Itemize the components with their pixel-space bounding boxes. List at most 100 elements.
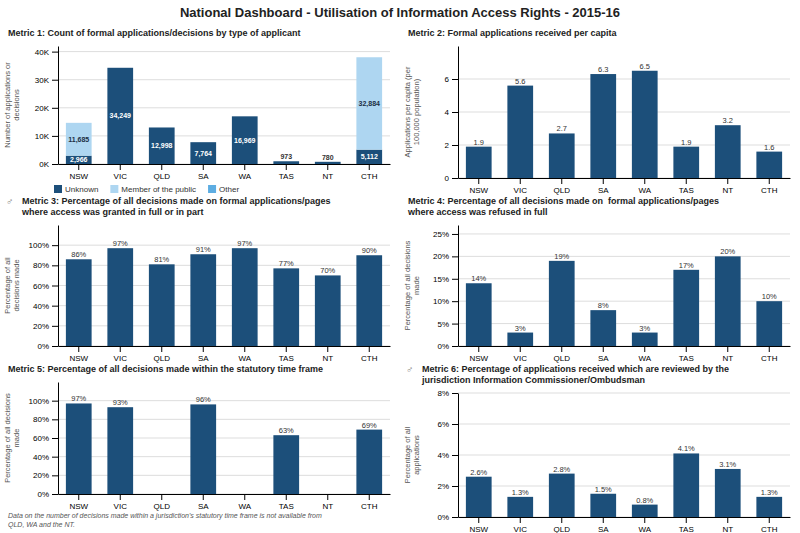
x-tick: NSW bbox=[69, 494, 88, 511]
bar bbox=[190, 142, 216, 164]
data-labels: 2,96634,24912,9987,76416,9699737805,1121… bbox=[68, 100, 380, 164]
panel-title: Metric 5: Percentage of all decisions ma… bbox=[8, 364, 323, 374]
bar bbox=[632, 505, 658, 517]
text-line: Metric 6: Percentage of applications rec… bbox=[422, 364, 729, 374]
data-label: 63% bbox=[279, 426, 294, 435]
bar bbox=[356, 57, 382, 149]
x-axis-line bbox=[459, 346, 791, 347]
x-tick-label: WA bbox=[638, 186, 651, 195]
y-tick-label: 60% bbox=[33, 282, 49, 291]
text-line: made bbox=[12, 429, 21, 448]
x-tick: NSW bbox=[469, 346, 488, 363]
x-tick-label: TAS bbox=[679, 354, 694, 363]
data-label: 70% bbox=[320, 266, 335, 275]
panel: Metric 5: Percentage of all decisions ma… bbox=[3, 364, 391, 529]
y-tick-mark bbox=[452, 256, 458, 257]
x-tick-mark bbox=[769, 346, 770, 352]
x-tick-label: NT bbox=[722, 354, 733, 363]
x-tick-label: VIC bbox=[514, 525, 528, 533]
y-axis-title: Applications per capita (per100,000 popu… bbox=[403, 66, 421, 157]
x-tick-label: QLD bbox=[154, 502, 171, 511]
x-tick-mark bbox=[686, 178, 687, 184]
x-tick-mark bbox=[369, 494, 370, 500]
x-tick-mark bbox=[78, 346, 79, 352]
data-label: 3% bbox=[515, 324, 526, 333]
x-tick: QLD bbox=[554, 346, 571, 363]
y-tick-mark bbox=[52, 136, 58, 137]
x-tick: CTH bbox=[761, 517, 778, 533]
grid bbox=[458, 234, 790, 346]
text-line: jurisdiction Information Commissioner/Om… bbox=[421, 375, 645, 385]
y-tick-label: 80% bbox=[33, 415, 49, 424]
x-tick: TAS bbox=[679, 346, 694, 363]
x-tick-mark bbox=[686, 517, 687, 523]
bar bbox=[107, 407, 133, 494]
x-tick-label: SA bbox=[598, 525, 609, 533]
x-tick-mark bbox=[603, 346, 604, 352]
x-tick-label: NSW bbox=[469, 354, 488, 363]
bar bbox=[107, 248, 133, 346]
data-label: 20% bbox=[720, 247, 735, 256]
bar bbox=[715, 125, 741, 178]
bar bbox=[232, 494, 258, 495]
x-tick: NT bbox=[722, 517, 733, 533]
y-tick-mark bbox=[52, 245, 58, 246]
bar bbox=[273, 268, 299, 346]
x-tick-label: VIC bbox=[514, 186, 528, 195]
x-tick-label: SA bbox=[598, 186, 609, 195]
data-label: 86% bbox=[71, 250, 86, 259]
bar bbox=[66, 403, 92, 494]
x-tick: NT bbox=[722, 346, 733, 363]
bar bbox=[273, 435, 299, 494]
x-axis-line bbox=[59, 164, 391, 165]
y-tick-label: 40% bbox=[33, 453, 49, 462]
bar bbox=[232, 116, 258, 164]
bar bbox=[715, 469, 741, 517]
y-tick-mark bbox=[452, 346, 458, 347]
data-label: 11,685 bbox=[68, 136, 89, 144]
x-tick: NT bbox=[722, 178, 733, 195]
y-tick-label: 20% bbox=[33, 322, 49, 331]
x-tick-label: TAS bbox=[279, 502, 294, 511]
bar bbox=[590, 310, 616, 346]
y-tick: 20% bbox=[33, 322, 58, 331]
text-line: Metric 5: Percentage of all decisions ma… bbox=[8, 364, 323, 374]
y-tick: 30K bbox=[35, 76, 58, 85]
data-label: 3.2 bbox=[723, 116, 733, 125]
y-tick-mark bbox=[452, 279, 458, 280]
legend-label: Member of the public bbox=[121, 185, 196, 194]
data-labels: 14%3%19%8%3%17%20%10% bbox=[471, 247, 777, 332]
panel: Metric 4: Percentage of all decisions ma… bbox=[403, 196, 791, 363]
data-label: 32,884 bbox=[359, 100, 381, 108]
y-axis-line bbox=[58, 47, 59, 165]
x-tick-mark bbox=[161, 494, 162, 500]
x-tick: WA bbox=[238, 346, 251, 363]
grid bbox=[58, 245, 390, 346]
y-tick-mark bbox=[52, 265, 58, 266]
y-tick-label: 100% bbox=[29, 397, 49, 406]
y-tick-mark bbox=[52, 346, 58, 347]
x-tick-label: CTH bbox=[761, 186, 778, 195]
x-tick-label: QLD bbox=[154, 172, 171, 181]
x-tick-mark bbox=[286, 494, 287, 500]
panel-title: Metric 4: Percentage of all decisions ma… bbox=[407, 196, 719, 217]
data-label: 5.6 bbox=[515, 77, 525, 86]
y-tick-label: 60% bbox=[33, 434, 49, 443]
text-line: Metric 3: Percentage of all decisions ma… bbox=[22, 196, 331, 206]
x-axis-line bbox=[459, 517, 791, 518]
data-label: 973 bbox=[280, 153, 292, 160]
panel: Metric 1: Count of formal applications/d… bbox=[3, 28, 391, 194]
grid-line bbox=[58, 245, 390, 246]
y-tick-label: 40% bbox=[33, 302, 49, 311]
x-tick: VIC bbox=[114, 346, 128, 363]
y-axis-title: Percentage of allapplications bbox=[403, 427, 421, 484]
y-tick-mark bbox=[52, 419, 58, 420]
grid-line bbox=[458, 79, 790, 80]
y-tick: 20% bbox=[33, 471, 58, 480]
bar bbox=[507, 86, 533, 178]
y-tick-mark bbox=[452, 112, 458, 113]
y-tick-mark bbox=[452, 178, 458, 179]
y-tick: 20K bbox=[35, 104, 58, 113]
y-tick-label: 6 bbox=[445, 75, 450, 84]
legend-swatch bbox=[110, 185, 118, 193]
